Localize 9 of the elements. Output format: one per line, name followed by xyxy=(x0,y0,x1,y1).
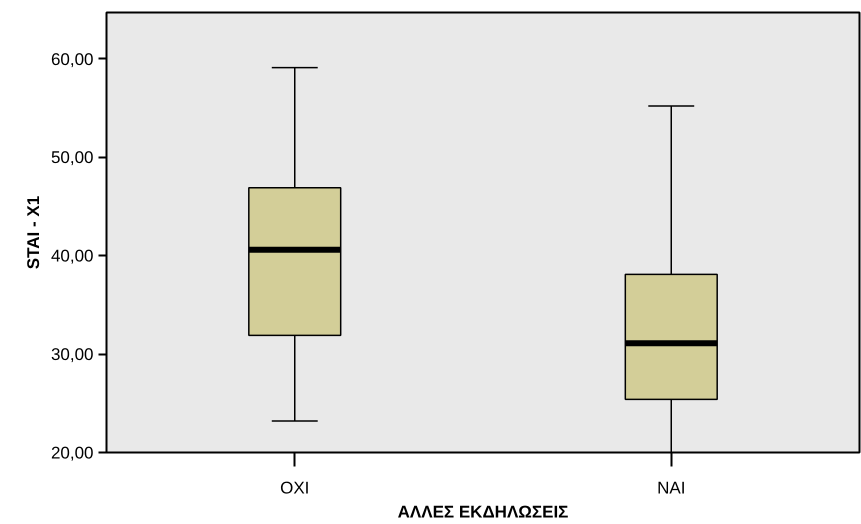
y-tick-label: 60,00 xyxy=(50,50,94,69)
x-tick-label: ΝΑΙ xyxy=(657,478,686,498)
y-axis-title: STAI - X1 xyxy=(24,196,43,270)
x-axis-title: ΑΛΛΕΣ ΕΚΔΗΛΩΣΕΙΣ xyxy=(398,502,568,522)
y-tick-label: 50,00 xyxy=(50,148,94,168)
y-tick-label: 40,00 xyxy=(50,246,94,266)
y-tick-label: 20,00 xyxy=(50,444,94,462)
x-tick-label: ΟΧΙ xyxy=(280,478,310,498)
y-tick-label: 30,00 xyxy=(50,345,94,364)
